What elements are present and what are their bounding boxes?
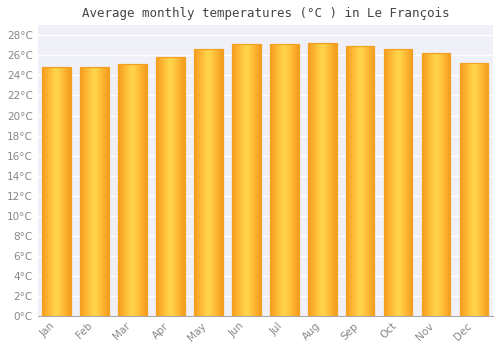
Title: Average monthly temperatures (°C ) in Le François: Average monthly temperatures (°C ) in Le… <box>82 7 449 20</box>
Bar <box>384 49 412 316</box>
Bar <box>346 46 374 316</box>
Bar <box>42 68 71 316</box>
Bar <box>422 53 450 316</box>
Bar <box>118 64 147 316</box>
Bar <box>270 44 298 316</box>
Bar <box>270 44 298 316</box>
Bar <box>384 49 412 316</box>
Bar <box>194 49 222 316</box>
Bar <box>156 57 184 316</box>
Bar <box>346 46 374 316</box>
Bar <box>308 43 336 316</box>
Bar <box>194 49 222 316</box>
Bar <box>80 68 109 316</box>
Bar <box>42 68 71 316</box>
Bar <box>422 53 450 316</box>
Bar <box>232 44 260 316</box>
Bar <box>80 68 109 316</box>
Bar <box>118 64 147 316</box>
Bar <box>232 44 260 316</box>
Bar <box>156 57 184 316</box>
Bar <box>308 43 336 316</box>
Bar <box>460 63 488 316</box>
Bar <box>460 63 488 316</box>
